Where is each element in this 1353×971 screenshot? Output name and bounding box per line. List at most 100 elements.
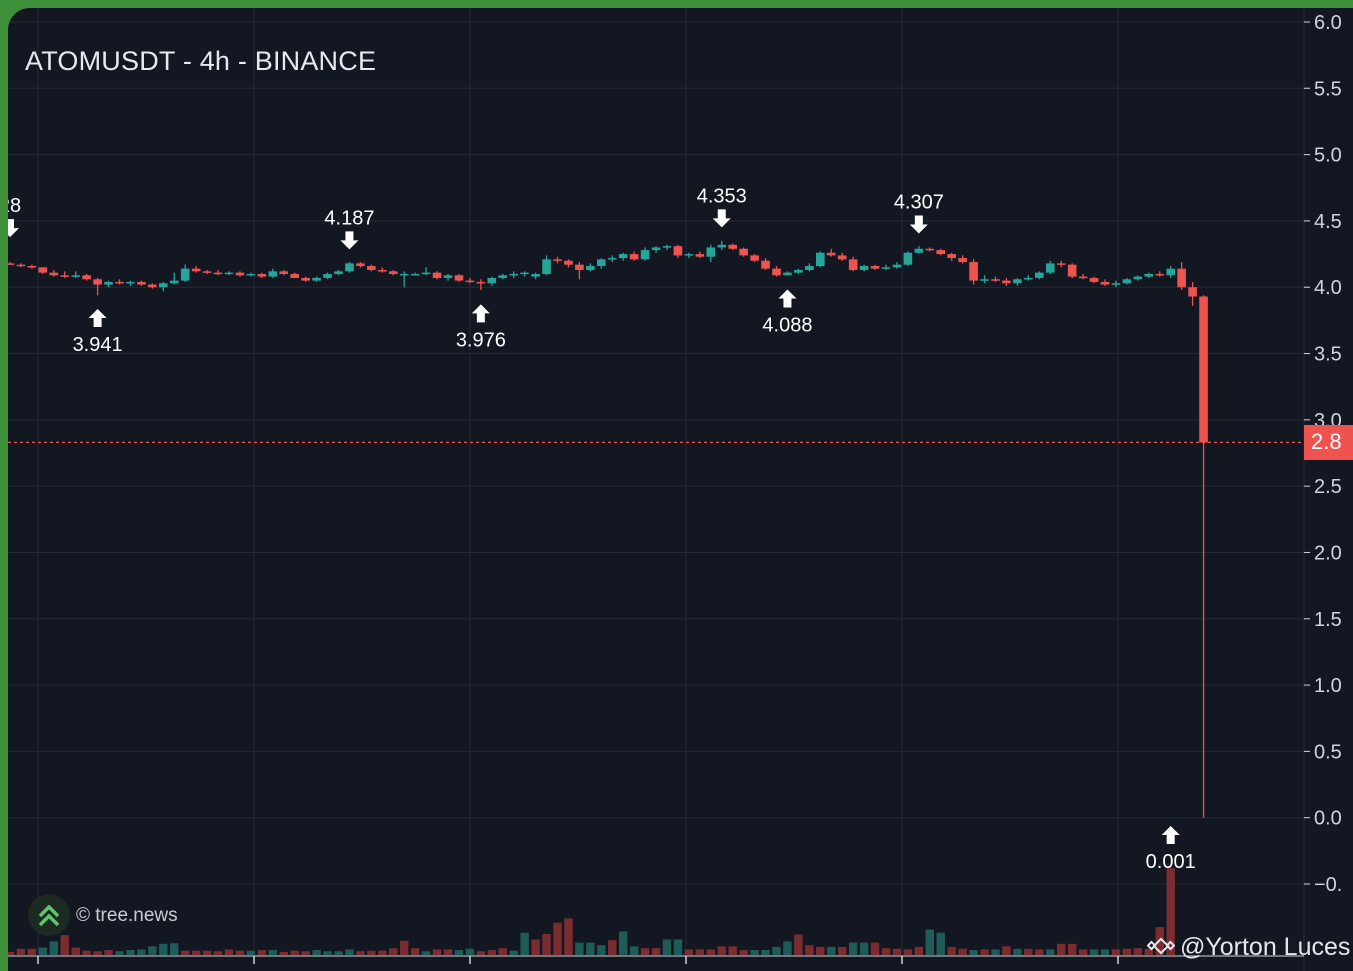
candle xyxy=(684,252,694,259)
candlestick-chart[interactable]: 28 3.941 4.187 3.976 4.353 4.088 4.307 0.001 6.… xyxy=(8,8,1353,971)
volume-bar xyxy=(213,951,223,955)
volume-bar xyxy=(1144,948,1153,955)
volume-bar xyxy=(1166,868,1175,955)
candle-body xyxy=(71,275,80,277)
volume-bar xyxy=(1067,943,1077,955)
candle xyxy=(8,262,15,265)
candle xyxy=(465,277,475,284)
candle xyxy=(531,272,540,280)
volume-bar xyxy=(367,950,376,955)
candle xyxy=(881,264,891,270)
price-axis-label: 2.5 xyxy=(1314,476,1342,498)
candle xyxy=(71,271,80,278)
candle-body xyxy=(870,266,880,269)
candle xyxy=(487,276,497,286)
candle xyxy=(892,262,902,269)
volume-bar xyxy=(224,949,234,955)
candle-body xyxy=(476,281,486,284)
candle-body xyxy=(1078,276,1088,279)
volume-bar xyxy=(312,950,321,955)
volume-bar xyxy=(881,948,891,955)
volume-bar xyxy=(1133,948,1143,955)
candle xyxy=(16,263,26,268)
candle xyxy=(816,251,825,268)
candle-body xyxy=(60,275,70,277)
candle xyxy=(991,276,1000,282)
candle xyxy=(618,252,628,261)
price-axis-label: 0.0 xyxy=(1314,808,1342,830)
volume-bar xyxy=(728,946,737,955)
candle-body xyxy=(881,267,891,269)
candle xyxy=(93,277,102,296)
volume-bar xyxy=(476,951,486,955)
candle-body xyxy=(1122,279,1132,284)
candle xyxy=(750,254,759,263)
volume-bar xyxy=(629,946,639,955)
volume-bar xyxy=(202,950,212,955)
candle-body xyxy=(640,250,650,260)
price-annotation: 4.307 xyxy=(894,192,944,234)
candle xyxy=(60,271,70,278)
candle-body xyxy=(279,271,289,274)
candle xyxy=(629,251,639,261)
volume-bar xyxy=(947,946,956,955)
volume-bar xyxy=(794,934,803,955)
candle xyxy=(958,255,967,264)
candle xyxy=(509,271,518,278)
candle-body xyxy=(542,259,551,274)
volume-bar xyxy=(16,948,26,955)
candle xyxy=(27,264,37,269)
candle-body xyxy=(651,247,661,251)
volume-bar xyxy=(597,945,606,955)
candle-body xyxy=(586,266,595,270)
candle-body xyxy=(728,244,737,249)
price-annotation: 3.941 xyxy=(73,309,123,356)
candle-body xyxy=(82,275,91,280)
price-axis-label: 6.0 xyxy=(1314,12,1342,34)
candle xyxy=(739,247,748,257)
arrow-up-icon xyxy=(88,309,107,328)
candle-body xyxy=(837,255,847,260)
candle-body xyxy=(706,247,716,257)
chart-frame: 28 3.941 4.187 3.976 4.353 4.088 4.307 0.001 6.… xyxy=(8,8,1353,971)
candle-body xyxy=(794,269,803,273)
volume-bar xyxy=(717,946,726,955)
candle xyxy=(651,246,661,253)
candle xyxy=(443,273,453,281)
candle-body xyxy=(618,254,628,259)
candle xyxy=(1024,275,1033,281)
candle-body xyxy=(323,273,332,278)
candle xyxy=(148,283,157,289)
volume-bar xyxy=(936,932,945,955)
candle xyxy=(837,252,847,261)
candle xyxy=(969,259,978,285)
candle-body xyxy=(356,263,365,267)
volume-bar xyxy=(487,950,496,955)
candle-body xyxy=(607,258,617,260)
candle-body xyxy=(750,255,759,261)
price-axis[interactable]: 6.05.55.04.54.03.53.02.52.01.51.00.50.0−… xyxy=(1304,12,1342,896)
volume-bar xyxy=(257,950,267,955)
candle xyxy=(761,258,770,270)
candle-body xyxy=(334,271,343,274)
volume-bar xyxy=(170,943,179,955)
candle-body xyxy=(936,250,946,255)
candle-body xyxy=(892,264,902,268)
candle xyxy=(82,273,91,281)
candle xyxy=(903,251,913,267)
candle-body xyxy=(104,281,113,285)
volume-bar xyxy=(498,948,507,955)
arrow-up-icon xyxy=(778,289,797,308)
candles[interactable] xyxy=(8,240,1208,818)
volume-bar xyxy=(838,946,847,955)
candle-body xyxy=(564,260,573,265)
volume-bar xyxy=(673,939,683,955)
volume-bar xyxy=(1046,949,1055,955)
source-credit: © tree.news xyxy=(76,905,178,926)
candle xyxy=(848,256,858,272)
candle-body xyxy=(761,260,770,269)
volume-bar xyxy=(1013,948,1022,955)
candle-body xyxy=(925,248,935,251)
price-axis-label: 4.5 xyxy=(1314,211,1342,233)
volume-bar xyxy=(684,949,694,955)
